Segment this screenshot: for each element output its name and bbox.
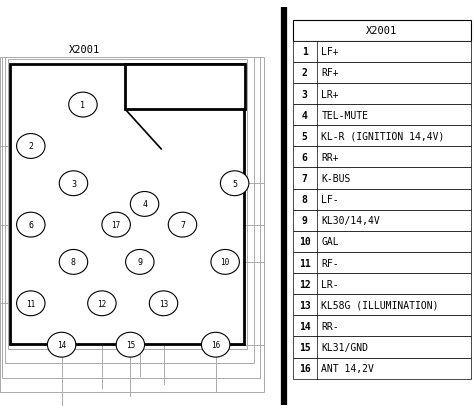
Text: 12: 12 — [97, 299, 107, 308]
Bar — [293, 147, 471, 168]
Bar — [8, 60, 247, 349]
Text: 14: 14 — [299, 321, 310, 331]
Text: 10: 10 — [220, 258, 230, 267]
Text: RR+: RR+ — [321, 152, 339, 163]
Text: 13: 13 — [299, 300, 310, 310]
Circle shape — [69, 93, 97, 118]
Bar — [0, 58, 264, 392]
Bar — [293, 358, 471, 379]
Bar — [293, 21, 471, 42]
Text: 4: 4 — [302, 110, 308, 121]
Circle shape — [59, 171, 88, 196]
Bar — [293, 105, 471, 126]
Circle shape — [17, 134, 45, 159]
Circle shape — [201, 332, 230, 357]
Text: LF+: LF+ — [321, 47, 339, 57]
Circle shape — [17, 213, 45, 237]
Text: GAL: GAL — [321, 237, 339, 247]
Text: LF-: LF- — [321, 195, 339, 205]
Circle shape — [149, 291, 178, 316]
Text: 5: 5 — [302, 131, 308, 142]
Text: 14: 14 — [57, 340, 66, 349]
Text: 11: 11 — [26, 299, 36, 308]
Bar — [293, 294, 471, 316]
Text: 3: 3 — [302, 89, 308, 100]
Text: 8: 8 — [302, 195, 308, 205]
Circle shape — [116, 332, 145, 357]
Circle shape — [102, 213, 130, 237]
Text: RF-: RF- — [321, 258, 339, 268]
Text: 12: 12 — [299, 279, 310, 289]
Bar — [293, 84, 471, 105]
Text: KL-R (IGNITION 14,4V): KL-R (IGNITION 14,4V) — [321, 131, 445, 142]
Text: 13: 13 — [159, 299, 168, 308]
Text: 9: 9 — [137, 258, 142, 267]
Circle shape — [220, 171, 249, 196]
Bar — [10, 64, 244, 344]
Text: 15: 15 — [299, 342, 310, 352]
Text: RF+: RF+ — [321, 68, 339, 78]
Circle shape — [168, 213, 197, 237]
Text: X2001: X2001 — [366, 26, 397, 36]
Text: 4: 4 — [142, 200, 147, 209]
Text: 3: 3 — [71, 179, 76, 188]
Circle shape — [47, 332, 76, 357]
Text: 6: 6 — [28, 221, 33, 230]
Text: 2: 2 — [28, 142, 33, 151]
Circle shape — [17, 291, 45, 316]
Text: KL30/14,4V: KL30/14,4V — [321, 216, 380, 226]
Circle shape — [59, 250, 88, 275]
Text: 2: 2 — [302, 68, 308, 78]
Text: 9: 9 — [302, 216, 308, 226]
Text: X2001: X2001 — [69, 45, 100, 55]
Bar — [5, 58, 254, 363]
Bar — [2, 58, 260, 378]
Text: 17: 17 — [111, 221, 121, 230]
Bar — [293, 273, 471, 294]
Bar — [293, 63, 471, 84]
Bar — [293, 168, 471, 189]
Text: RR-: RR- — [321, 321, 339, 331]
Bar — [293, 316, 471, 337]
Circle shape — [88, 291, 116, 316]
Circle shape — [130, 192, 159, 217]
Bar — [293, 210, 471, 231]
Bar — [293, 189, 471, 210]
Text: KL58G (ILLUMINATION): KL58G (ILLUMINATION) — [321, 300, 439, 310]
Circle shape — [126, 250, 154, 275]
Bar — [293, 231, 471, 252]
Text: 10: 10 — [299, 237, 310, 247]
Text: LR+: LR+ — [321, 89, 339, 100]
Text: 15: 15 — [126, 340, 135, 349]
Text: 16: 16 — [211, 340, 220, 349]
Text: 6: 6 — [302, 152, 308, 163]
Bar — [125, 65, 245, 110]
Bar — [293, 126, 471, 147]
Bar — [293, 252, 471, 273]
Circle shape — [211, 250, 239, 275]
Text: LR-: LR- — [321, 279, 339, 289]
Text: 1: 1 — [302, 47, 308, 57]
Text: TEL-MUTE: TEL-MUTE — [321, 110, 368, 121]
Text: KL31/GND: KL31/GND — [321, 342, 368, 352]
Text: 16: 16 — [299, 363, 310, 373]
Text: 5: 5 — [232, 179, 237, 188]
Bar — [293, 337, 471, 358]
Text: K-BUS: K-BUS — [321, 173, 351, 184]
Text: 7: 7 — [180, 221, 185, 230]
Text: 7: 7 — [302, 173, 308, 184]
Text: 11: 11 — [299, 258, 310, 268]
Text: 1: 1 — [81, 101, 85, 110]
Text: ANT 14,2V: ANT 14,2V — [321, 363, 374, 373]
Text: 8: 8 — [71, 258, 76, 267]
Bar — [293, 42, 471, 63]
